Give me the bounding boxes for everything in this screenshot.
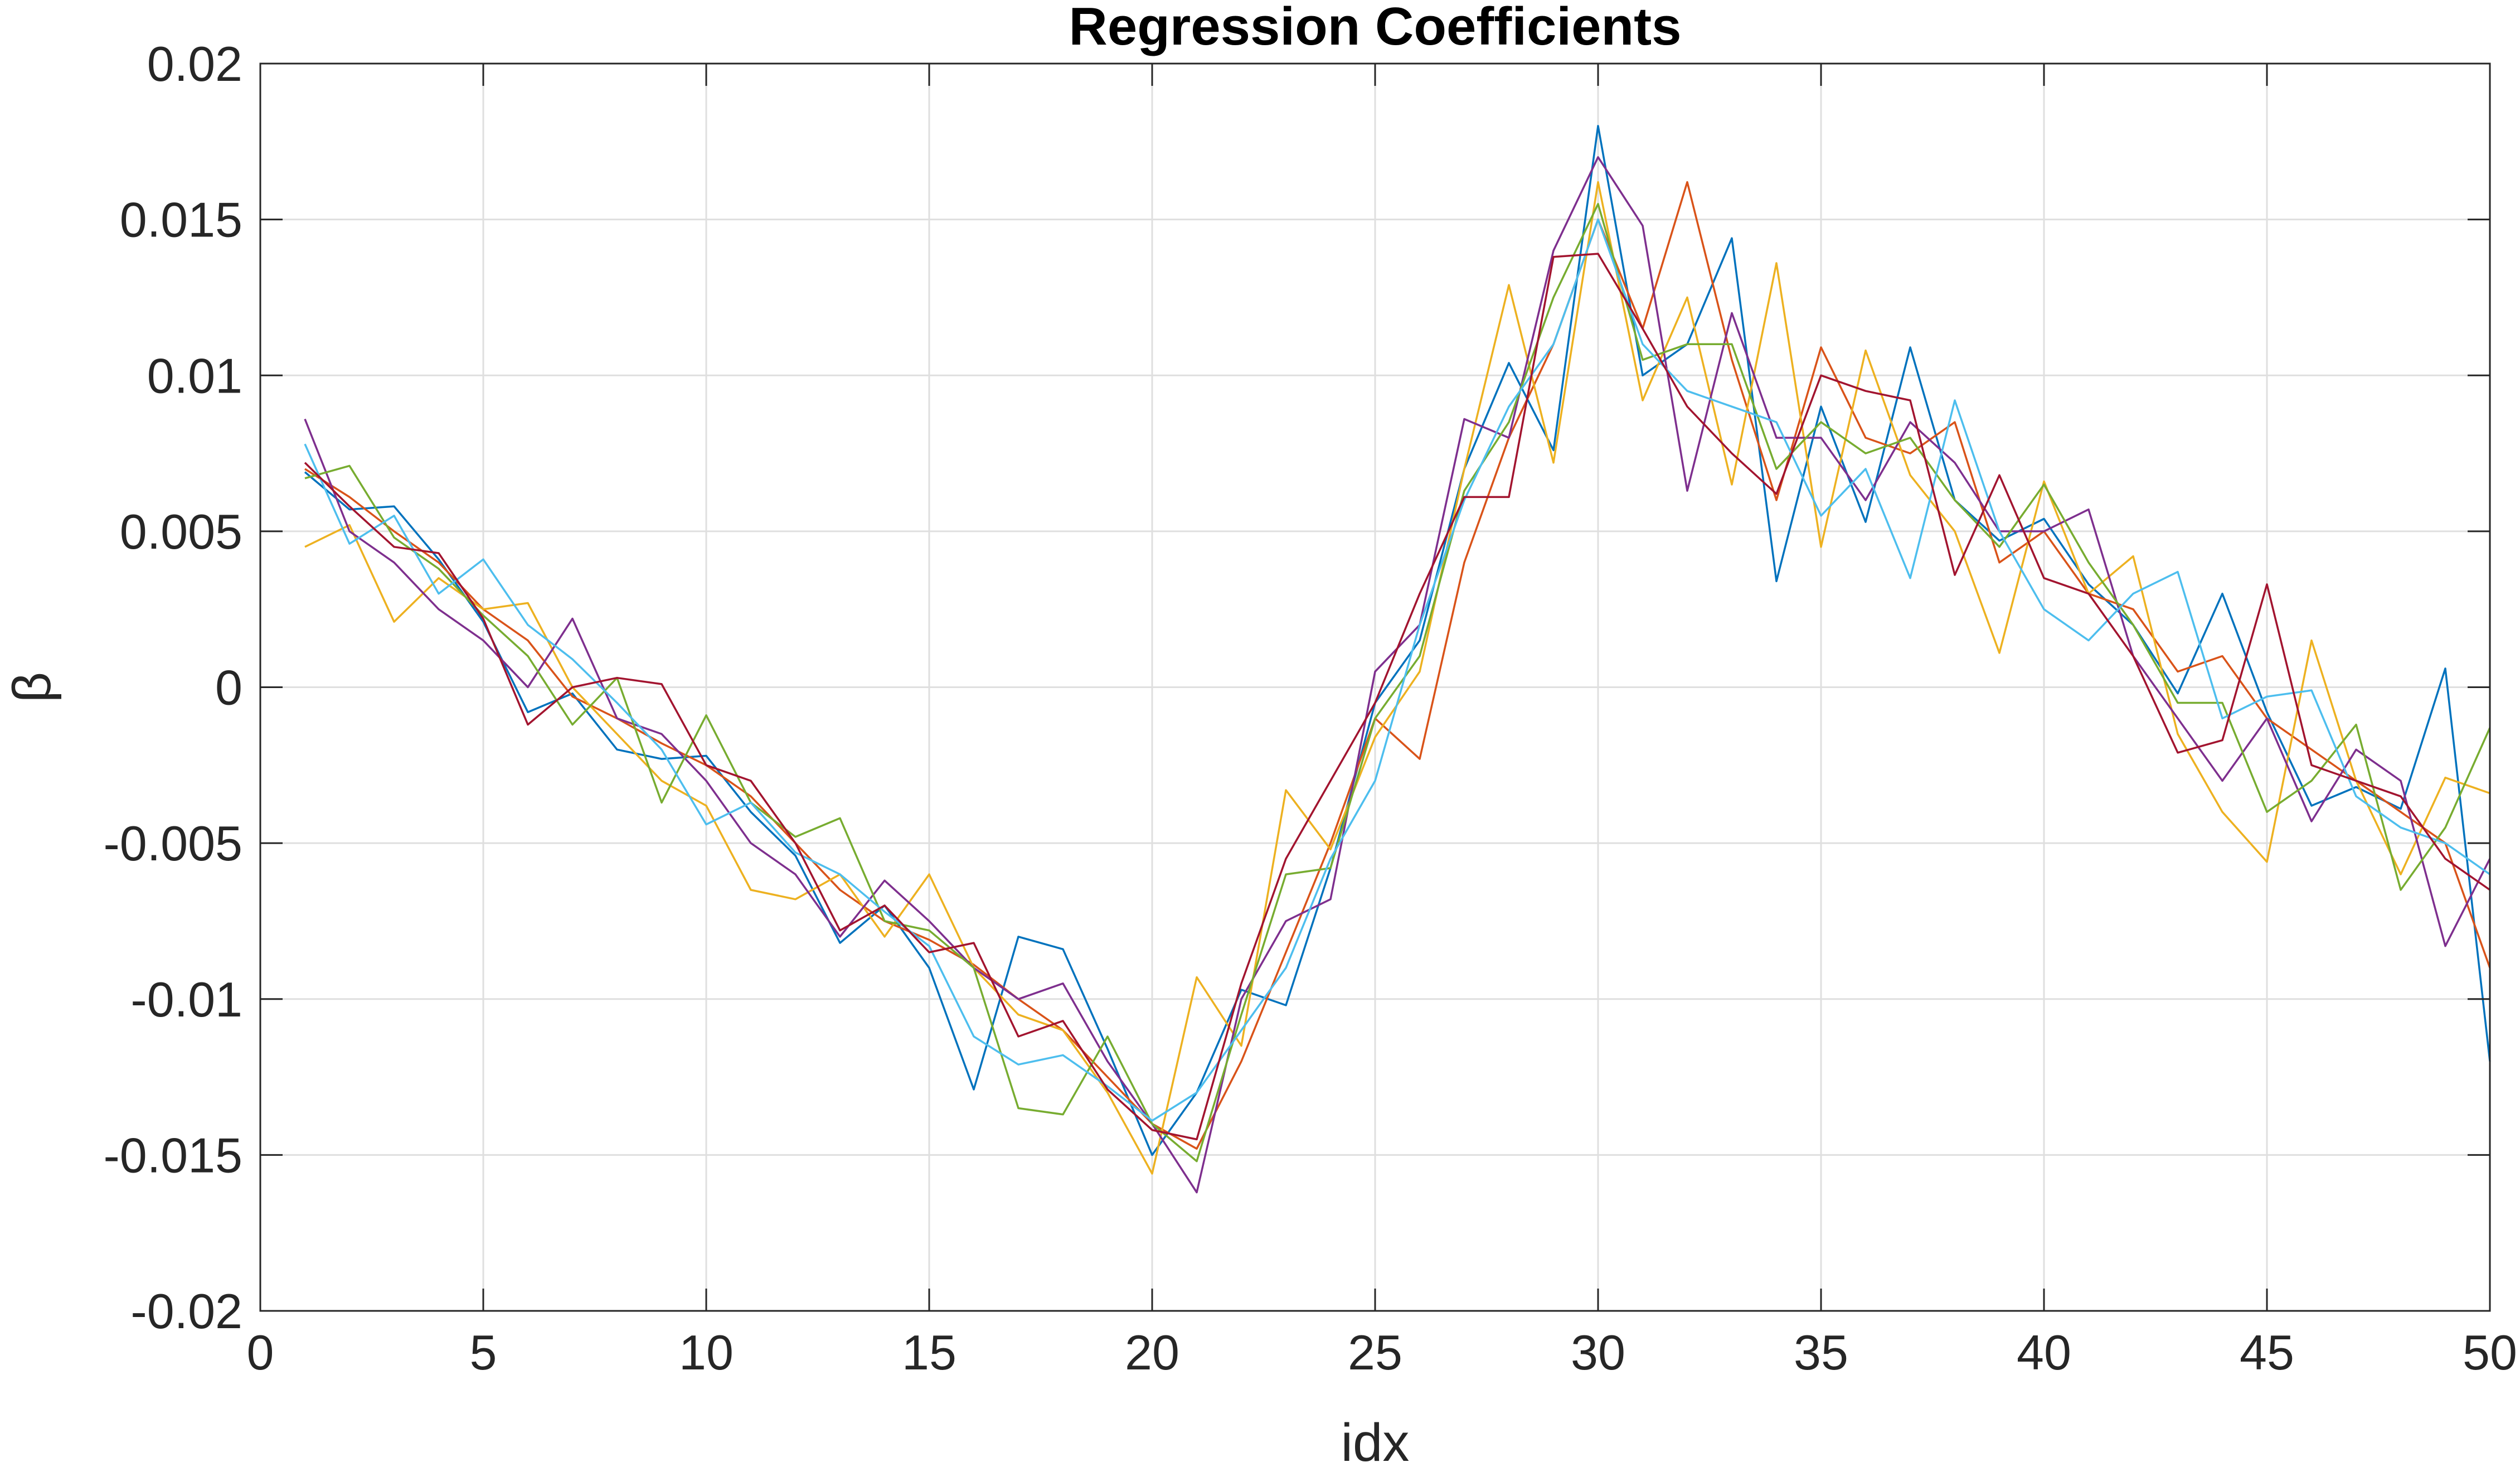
x-tick-label: 30 [1571,1325,1625,1380]
series-line-2 [304,181,2491,1150]
y-tick-label: -0.005 [103,816,242,871]
y-tick-label: 0.015 [120,192,242,248]
series-line-7 [304,253,2491,1141]
series-line-1 [304,125,2491,1156]
y-tick-label: -0.02 [130,1284,242,1339]
chart-title: Regression Coefficients [1069,0,1682,56]
series-line-5 [304,202,2491,1163]
series-lines [304,125,2491,1194]
x-tick-label: 10 [679,1325,734,1380]
x-tick-label: 40 [2017,1325,2071,1380]
y-tick-label: 0.01 [147,348,242,403]
x-tick-label: 5 [470,1325,497,1380]
y-axis-label: β [2,672,62,703]
y-tick-label: 0 [215,660,242,715]
x-tick-label: 50 [2463,1325,2517,1380]
y-tick-label: -0.015 [103,1127,242,1183]
series-line-6 [304,218,2491,1122]
axis-ticks: 0 5 10 15 20 25 30 35 40 45 50 -0.02 -0.015 -0.01 -0.0… [103,36,2517,1380]
y-tick-label: -0.01 [130,972,242,1027]
y-tick-label: 0.02 [147,36,242,91]
x-axis-label: idx [1341,1413,1410,1467]
x-tick-label: 0 [247,1325,274,1380]
x-tick-label: 45 [2240,1325,2294,1380]
x-tick-label: 15 [902,1325,956,1380]
x-tick-label: 25 [1348,1325,1402,1380]
y-tick-label: 0.005 [120,504,242,559]
x-tick-label: 20 [1125,1325,1179,1380]
x-tick-label: 35 [1794,1325,1848,1380]
